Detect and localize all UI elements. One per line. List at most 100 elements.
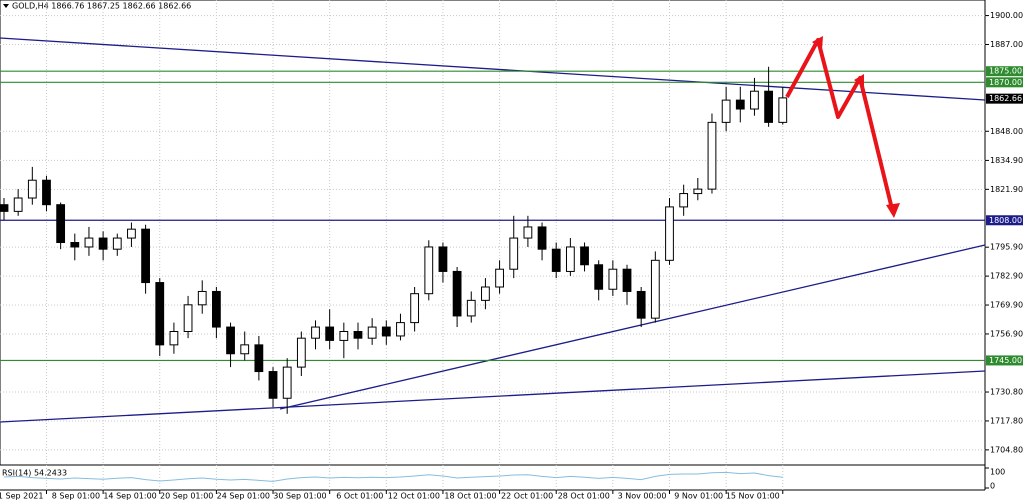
candle-body <box>466 299 476 317</box>
candle-body <box>197 290 207 306</box>
candle-body <box>0 204 9 212</box>
candle-body <box>438 246 448 272</box>
candle-body <box>608 268 618 290</box>
y-tick-label: 1730.80 <box>990 388 1023 397</box>
candle-body <box>693 188 703 195</box>
candle-body <box>424 246 434 295</box>
level-label-box <box>986 66 1023 77</box>
candle-body <box>622 268 632 292</box>
candle-body <box>98 237 108 250</box>
price-label-box <box>986 93 1023 104</box>
level-label: 1870.00 <box>989 78 1022 87</box>
y-tick-label: 1887.00 <box>990 40 1023 49</box>
rsi-label: RSI(14) 54.2433 <box>2 469 67 478</box>
candle-body <box>452 270 462 317</box>
x-tick-label: 18 Oct 01:00 <box>444 492 496 500</box>
candle-body <box>127 228 136 239</box>
candle-body <box>325 326 335 341</box>
candle-body <box>523 226 533 239</box>
x-tick-label: 6 Oct 01:00 <box>336 492 383 500</box>
candle-body <box>141 228 150 284</box>
candle-body <box>211 290 221 328</box>
candle-body <box>311 326 320 339</box>
y-tick-label: 1769.90 <box>990 301 1023 310</box>
y-tick-label: 1704.80 <box>990 445 1023 454</box>
arrow-head <box>886 203 900 218</box>
x-tick-label: 3 Nov 00:00 <box>618 492 667 500</box>
y-tick-label: 1900.00 <box>990 11 1023 20</box>
candle-body <box>183 304 193 333</box>
x-tick-label: 20 Sep 01:00 <box>160 492 213 500</box>
candle-body <box>155 282 165 346</box>
x-tick-label: 1 Sep 2021 <box>0 492 43 500</box>
candle-body <box>707 121 717 190</box>
candle-body <box>367 326 377 339</box>
candle-body <box>339 331 349 341</box>
candle-body <box>735 99 745 110</box>
x-tick-label: 28 Oct 01:00 <box>558 492 610 500</box>
y-tick-label: 1717.80 <box>990 416 1023 425</box>
candle-body <box>665 206 674 261</box>
candle-body <box>750 90 759 110</box>
candle-body <box>282 366 292 399</box>
y-tick-label: 1834.90 <box>990 156 1023 165</box>
candle-body <box>240 344 250 355</box>
candle-body <box>381 326 391 337</box>
header-icon <box>3 4 9 8</box>
candle-body <box>495 268 504 288</box>
y-tick-label: 1756.90 <box>990 329 1023 338</box>
x-tick-label: 12 Oct 01:00 <box>388 492 440 500</box>
candle-body <box>13 197 23 212</box>
candle-body <box>70 242 80 248</box>
candle-body <box>84 237 94 248</box>
candle-body <box>509 237 519 270</box>
y-tick-label: 1782.90 <box>990 272 1023 281</box>
candle-body <box>650 259 660 319</box>
rsi-tick-label: 100 <box>990 468 1005 477</box>
candle-body <box>537 226 547 250</box>
candle-body <box>580 246 589 266</box>
candle-body <box>56 204 66 244</box>
level-label-box <box>986 215 1023 226</box>
x-tick-label: 15 Nov 01:00 <box>726 492 780 500</box>
trend-line <box>0 37 986 101</box>
candle-body <box>481 286 490 301</box>
candle-body <box>778 97 788 123</box>
candle-body <box>268 371 278 399</box>
level-label-box <box>986 355 1023 366</box>
candle-body <box>254 344 264 373</box>
x-tick-label: 9 Nov 01:00 <box>674 492 723 500</box>
trend-line <box>0 370 986 423</box>
x-tick-label: 8 Sep 01:00 <box>52 492 100 500</box>
arrow-head <box>854 74 864 88</box>
x-tick-label: 24 Sep 01:00 <box>217 492 270 500</box>
candle-body <box>565 246 575 272</box>
candle-body <box>764 90 774 123</box>
level-label: 1875.00 <box>989 67 1022 76</box>
candle-body <box>169 331 179 346</box>
header: GOLD,H4 1866.76 1867.25 1862.66 1862.66 <box>12 2 191 11</box>
candle-body <box>112 237 122 250</box>
candle-body <box>226 326 235 355</box>
candle-body <box>396 322 405 337</box>
level-label: 1745.00 <box>989 356 1022 365</box>
candle-body <box>679 193 689 208</box>
rsi-line <box>3 471 783 482</box>
candle-body <box>721 99 731 123</box>
y-tick-label: 1821.90 <box>990 185 1023 194</box>
rsi-tick-label: 0 <box>990 482 995 491</box>
candle-body <box>636 290 646 319</box>
candle-body <box>353 331 363 339</box>
level-label: 1808.00 <box>989 216 1022 225</box>
x-tick-label: 22 Oct 01:00 <box>501 492 553 500</box>
x-tick-label: 14 Sep 01:00 <box>103 492 156 500</box>
candle-body <box>42 179 51 206</box>
main-pane <box>0 0 986 466</box>
candle-body <box>27 179 37 199</box>
trend-line <box>279 244 986 410</box>
projection-arrow <box>785 38 895 214</box>
x-tick-label: 30 Sep 01:00 <box>273 492 326 500</box>
candle-body <box>594 264 604 290</box>
price-label: 1862.66 <box>989 94 1022 103</box>
